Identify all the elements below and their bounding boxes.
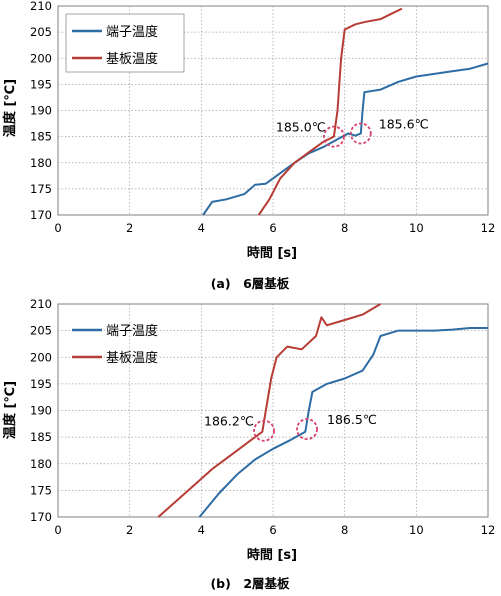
y-tick-labels-b: 170 175 180 185 190 195 200 205 210 [30,297,52,524]
legend-a: 端子温度 基板温度 [65,13,185,73]
terminal-temperature-line [202,62,489,216]
legend-label-terminal-a: 端子温度 [106,24,158,40]
chart-b: 170 175 180 185 190 195 200 205 210 0 2 4 6 8 10 12 温度… [2,297,495,591]
x-tick-label: 12 [481,221,496,235]
x-tick-label: 8 [341,523,348,537]
terminal-temperature-line [198,327,488,518]
annotation-label: 186.2℃ [204,414,254,429]
x-tick-label: 8 [341,221,348,235]
y-tick-label: 190 [30,104,52,118]
board-temperature-line [257,7,403,216]
y-tick-label: 170 [30,510,52,524]
y-tick-label: 185 [30,430,52,444]
y-tick-label: 195 [30,377,52,391]
y-tick-label: 170 [30,208,52,222]
annotation-label: 185.6℃ [379,116,429,131]
x-tick-label: 4 [198,523,205,537]
legend-label-board-b: 基板温度 [106,350,158,366]
legend-b: 端子温度 基板温度 [72,323,158,366]
x-tick-label: 6 [269,221,276,235]
legend-label-terminal-b: 端子温度 [106,323,158,339]
annotations-b: 186.2℃ 186.5℃ [204,412,377,442]
annotation-label: 185.0℃ [276,120,326,135]
highlight-circle [323,125,345,148]
y-tick-label: 210 [30,0,52,13]
annotation-label: 186.5℃ [327,412,377,427]
highlight-circle [253,419,275,442]
x-tick-labels-a: 0 2 4 6 8 10 12 [54,221,495,235]
x-tick-label: 10 [409,221,424,235]
series-b [157,303,488,518]
x-tick-label: 2 [126,523,133,537]
y-tick-label: 200 [30,350,52,364]
legend-label-board-a: 基板温度 [106,51,158,67]
x-tick-label: 4 [198,221,205,235]
y-tick-label: 175 [30,483,52,497]
y-tick-label: 195 [30,77,52,91]
annotations-a: 185.0℃ 185.6℃ [276,116,429,148]
x-tick-label: 0 [54,221,61,235]
x-tick-label: 0 [54,523,61,537]
y-tick-label: 205 [30,25,52,39]
x-tick-label: 10 [409,523,424,537]
caption-b: (b) 2層基板 [210,576,290,591]
highlight-circle [296,418,318,441]
x-axis-label-a: 時間 [s] [247,245,297,261]
x-tick-labels-b: 0 2 4 6 8 10 12 [54,523,495,537]
y-axis-label-a: 温度 [℃] [2,79,18,137]
y-axis-label-b: 温度 [℃] [2,381,18,439]
caption-a: (a) 6層基板 [211,276,290,291]
y-tick-label: 190 [30,404,52,418]
y-tick-labels-a: 170 175 180 185 190 195 200 205 210 [30,0,52,222]
x-tick-label: 12 [481,523,496,537]
x-tick-label: 2 [126,221,133,235]
series-a [202,7,489,216]
board-temperature-line [157,303,382,518]
highlight-circle [349,122,372,145]
y-tick-label: 180 [30,156,52,170]
x-axis-label-b: 時間 [s] [247,547,297,563]
y-tick-label: 200 [30,51,52,65]
y-tick-label: 185 [30,130,52,144]
y-tick-label: 205 [30,324,52,338]
y-tick-label: 210 [30,297,52,311]
y-tick-label: 175 [30,182,52,196]
y-tick-label: 180 [30,457,52,471]
chart-a: 170 175 180 185 190 195 200 205 210 0 2 4 6 8 10 12 温度… [2,0,495,291]
x-tick-label: 6 [269,523,276,537]
grid-a [58,6,488,215]
legend-box-a [65,13,185,73]
